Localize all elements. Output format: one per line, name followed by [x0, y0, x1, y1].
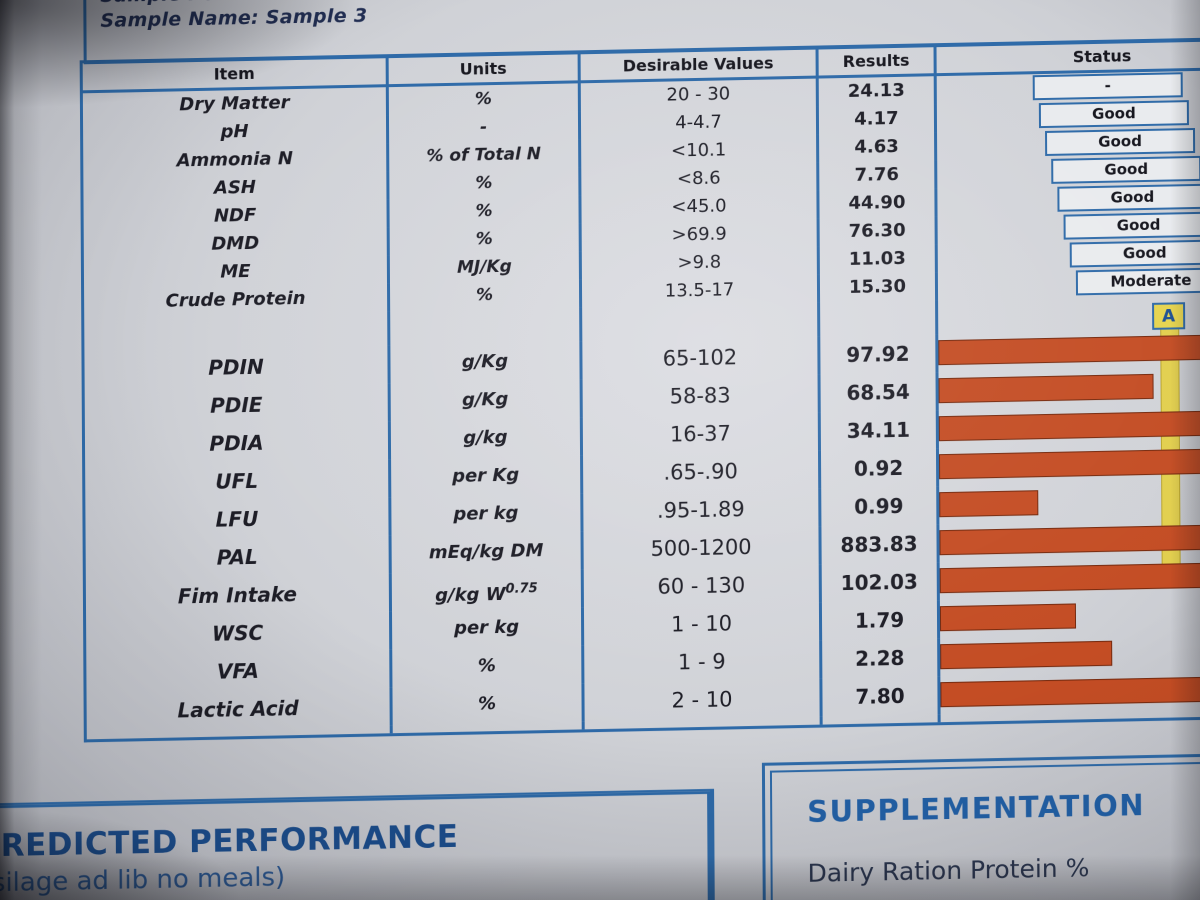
result-cell: 2.28: [822, 638, 941, 679]
units-cell: %: [392, 645, 585, 688]
units-cell: -: [388, 111, 582, 144]
units-cell: g/kg W0.75: [391, 569, 584, 612]
result-bar: [938, 373, 1154, 404]
status-badge: Good: [1069, 239, 1200, 268]
status-badge: Good: [1051, 155, 1200, 184]
desirable-cell: 16-37: [582, 412, 821, 456]
units-cell: %: [392, 683, 585, 726]
table-spacer: [582, 302, 821, 342]
status-badge: Moderate: [1075, 267, 1200, 296]
units-cell: g/kg: [390, 417, 584, 460]
unit-superscript: 0.75: [505, 581, 538, 597]
predicted-performance-box: PREDICTED PERFORMANCE (silage ad lib no …: [0, 790, 712, 900]
desirable-cell: 65-102: [582, 336, 821, 380]
status-badge: -: [1032, 72, 1183, 101]
item-cell: Fim Intake: [85, 573, 393, 618]
result-bar: [938, 409, 1200, 442]
units-cell: mEq/kg DM: [391, 531, 584, 574]
desirable-cell: 2 - 10: [584, 678, 823, 722]
item-cell: LFU: [85, 497, 392, 542]
result-bar: [939, 603, 1076, 632]
status-cell: [940, 670, 1200, 715]
column-header-desirable: Desirable Values: [580, 48, 819, 84]
desirable-cell: 500-1200: [583, 526, 822, 570]
units-cell: % of Total N: [389, 139, 582, 172]
result-cell: 883.83: [821, 524, 940, 565]
result-cell: 34.11: [820, 410, 939, 451]
result-cell: 0.99: [821, 486, 940, 527]
result-cell: 11.03: [819, 244, 938, 275]
units-cell: MJ/Kg: [389, 251, 582, 284]
item-cell: PDIA: [84, 421, 392, 466]
result-cell: 0.92: [820, 448, 940, 489]
desirable-cell: 60 - 130: [583, 564, 822, 608]
table-spacer: [820, 300, 939, 337]
target-marker-a-label: A: [1152, 302, 1186, 330]
result-cell: 24.13: [818, 76, 937, 107]
table-spacer: [390, 307, 583, 346]
item-cell: WSC: [86, 611, 393, 656]
units-cell: %: [389, 195, 582, 228]
desirable-cell: 58-83: [582, 374, 821, 418]
units-cell: %: [389, 223, 582, 256]
analysis-table: Item Units Desirable Values Results Stat…: [79, 36, 1200, 743]
item-cell: PDIE: [84, 383, 391, 428]
supplementation-box: SUPPLEMENTATION Dairy Ration Protein %: [761, 751, 1200, 900]
result-bar: [940, 640, 1113, 670]
result-cell: 1.79: [821, 600, 941, 641]
units-cell: per Kg: [391, 455, 584, 498]
supplementation-title: SUPPLEMENTATION: [807, 788, 1146, 829]
units-cell: %: [389, 279, 583, 312]
result-cell: 44.90: [819, 188, 938, 219]
result-cell: 68.54: [820, 372, 939, 413]
column-header-units: Units: [388, 53, 581, 88]
column-header-results: Results: [818, 46, 937, 79]
status-cell: [940, 632, 1200, 677]
table-spacer: [822, 714, 941, 725]
item-cell: UFL: [85, 459, 392, 504]
status-badge: Good: [1038, 100, 1189, 129]
units-cell: per kg: [392, 607, 585, 650]
sample-name: Sample Name: Sample 3: [100, 4, 368, 32]
units-cell: g/Kg: [390, 379, 583, 422]
desirable-cell: 1 - 9: [584, 640, 823, 684]
desirable-cell: .95-1.89: [583, 488, 822, 532]
supplementation-item: Dairy Ration Protein %: [807, 853, 1090, 888]
item-cell: Lactic Acid: [86, 687, 393, 732]
units-cell: %: [388, 83, 581, 116]
status-badge: Good: [1063, 211, 1200, 240]
result-bar: [940, 675, 1200, 708]
result-bar: [939, 523, 1200, 556]
result-cell: 15.30: [819, 272, 939, 303]
result-cell: 102.03: [821, 562, 940, 603]
result-cell: 76.30: [819, 216, 938, 247]
desirable-cell: .65-.90: [583, 450, 822, 494]
result-cell: 4.17: [818, 104, 938, 135]
units-cell: %: [389, 167, 582, 200]
result-cell: 7.76: [819, 160, 938, 191]
units-cell: per kg: [391, 493, 584, 536]
item-cell: PAL: [85, 535, 392, 580]
result-bar: [939, 490, 1039, 518]
desirable-cell: 1 - 10: [583, 602, 823, 646]
status-cell: [939, 594, 1200, 639]
result-bar: [938, 447, 1200, 480]
result-cell: 97.92: [820, 334, 939, 375]
units-cell: g/Kg: [390, 341, 583, 384]
item-cell: VFA: [86, 649, 393, 694]
result-bar: [938, 333, 1200, 366]
status-badge: Good: [1045, 127, 1196, 157]
result-cell: 7.80: [822, 676, 941, 717]
result-bar: [939, 561, 1200, 594]
food-management-fragment: FOOD MANAGEMENT: [96, 894, 708, 900]
item-cell: PDIN: [84, 345, 391, 390]
result-cell: 4.63: [819, 132, 938, 163]
status-badge: Good: [1057, 183, 1200, 212]
